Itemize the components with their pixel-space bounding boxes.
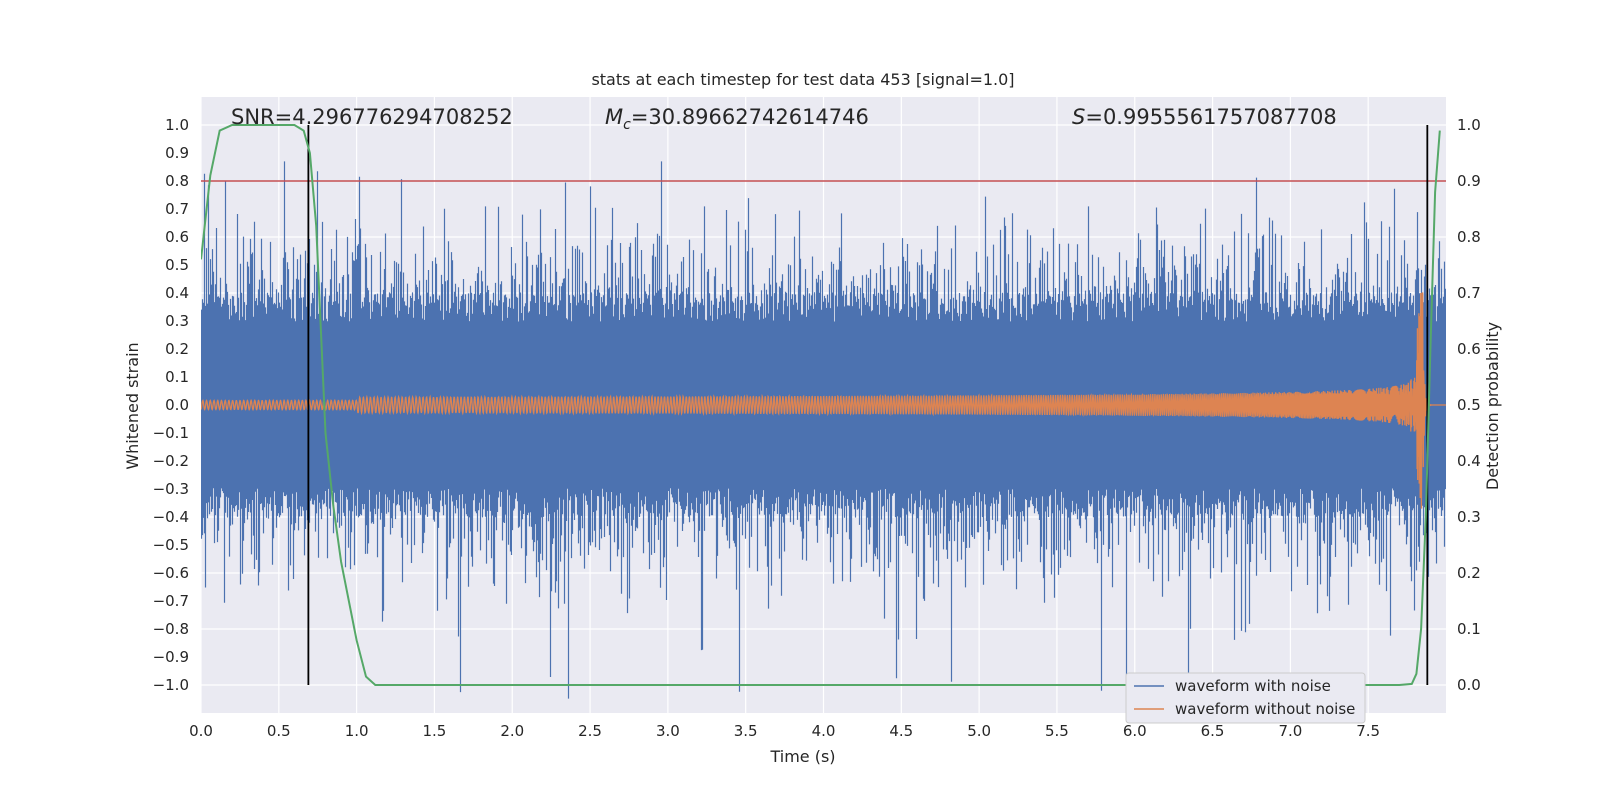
x-tick-label: 1.5 — [423, 722, 447, 740]
x-tick-label: 4.0 — [812, 722, 836, 740]
x-tick-label: 0.0 — [189, 722, 213, 740]
axes-text: 0.0 0.5 1.0 1.5 2.0 2.5 3.0 3.5 4.0 4.5 5.0 5.5 6.0 6… — [153, 116, 1481, 740]
y2-tick-label: 0.3 — [1457, 508, 1481, 526]
x-tick-label: 2.5 — [578, 722, 602, 740]
x-tick-label: 7.0 — [1278, 722, 1302, 740]
x-tick-label: 6.0 — [1123, 722, 1147, 740]
y-tick-label: 0.5 — [165, 256, 189, 274]
y2-tick-label: 0.7 — [1457, 284, 1481, 302]
x-tick-label: 3.0 — [656, 722, 680, 740]
x-tick-label: 7.5 — [1356, 722, 1380, 740]
y-tick-label: 0.2 — [165, 340, 189, 358]
y2-axis-label: Detection probability — [1483, 322, 1502, 490]
y-tick-label: 1.0 — [165, 116, 189, 134]
x-axis-label: Time (s) — [769, 747, 835, 766]
y-tick-label: −0.2 — [153, 452, 189, 470]
y-tick-label: 0.0 — [165, 396, 189, 414]
mc-value: =30.89662742614746 — [631, 105, 869, 129]
mc-symbol: M — [605, 105, 623, 129]
y-tick-label: −0.7 — [153, 592, 189, 610]
y2-tick-label: 0.4 — [1457, 452, 1481, 470]
y2-tick-label: 1.0 — [1457, 116, 1481, 134]
y-axis-label: Whitened strain — [123, 342, 142, 469]
series-waveform-without-noise — [201, 292, 1446, 509]
x-tick-label: 4.5 — [889, 722, 913, 740]
legend-entry-clean: waveform without noise — [1175, 700, 1355, 718]
y2-tick-label: 0.1 — [1457, 620, 1481, 638]
snr-annotation: SNR=4.296776294708252 — [231, 105, 513, 129]
x-tick-label: 0.5 — [267, 722, 291, 740]
y-tick-label: 0.8 — [165, 172, 189, 190]
chirp-mass-annotation: Mc=30.89662742614746 — [605, 105, 869, 133]
y-tick-label: −0.5 — [153, 536, 189, 554]
y-tick-label: −0.1 — [153, 424, 189, 442]
legend: waveform with noise waveform without noi… — [1125, 672, 1366, 724]
y-tick-label: −0.9 — [153, 648, 189, 666]
y-tick-label: 0.7 — [165, 200, 189, 218]
y-tick-label: 0.9 — [165, 144, 189, 162]
x-tick-label: 5.5 — [1045, 722, 1069, 740]
y2-tick-label: 0.0 — [1457, 676, 1481, 694]
s-annotation: S=0.9955561757087708 — [1072, 105, 1337, 129]
y2-tick-label: 0.6 — [1457, 340, 1481, 358]
y2-tick-label: 0.9 — [1457, 172, 1481, 190]
y2-tick-label: 0.8 — [1457, 228, 1481, 246]
x-tick-label: 2.0 — [500, 722, 524, 740]
series-detection-probability — [201, 124, 1441, 686]
chart-title: stats at each timestep for test data 453… — [591, 70, 1014, 89]
s-value: =0.9955561757087708 — [1085, 105, 1336, 129]
s-symbol: S — [1072, 105, 1085, 129]
y2-tick-label: 0.2 — [1457, 564, 1481, 582]
y-tick-label: 0.4 — [165, 284, 189, 302]
y-tick-label: 0.1 — [165, 368, 189, 386]
legend-entry-noisy: waveform with noise — [1175, 677, 1331, 695]
y-tick-label: −1.0 — [153, 676, 189, 694]
y-tick-label: −0.6 — [153, 564, 189, 582]
mc-subscript: c — [623, 117, 631, 133]
y-tick-label: −0.4 — [153, 508, 189, 526]
x-tick-label: 1.0 — [345, 722, 369, 740]
y-tick-label: −0.8 — [153, 620, 189, 638]
y-tick-label: −0.3 — [153, 480, 189, 498]
x-tick-label: 5.0 — [967, 722, 991, 740]
y2-tick-label: 0.5 — [1457, 396, 1481, 414]
legend-box — [1125, 672, 1366, 724]
x-tick-label: 3.5 — [734, 722, 758, 740]
y-tick-label: 0.6 — [165, 228, 189, 246]
x-tick-label: 6.5 — [1201, 722, 1225, 740]
y-tick-label: 0.3 — [165, 312, 189, 330]
plot-content — [201, 124, 1446, 699]
